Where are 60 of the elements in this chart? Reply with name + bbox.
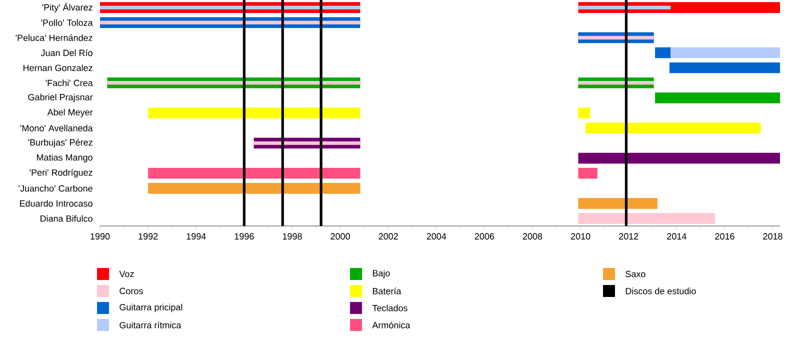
bar bbox=[100, 6, 360, 10]
legend-label: Teclados bbox=[372, 304, 408, 312]
y-tick-label: 'Juancho' Carbone bbox=[18, 185, 92, 192]
y-tick-label: 'Peluca' Hernández bbox=[16, 34, 92, 42]
y-tick-label: 'Fachi' Crea bbox=[46, 80, 93, 86]
legend-label: Discos de estudio bbox=[626, 288, 696, 294]
legend-label: Guitarra pricipal bbox=[120, 304, 182, 312]
x-tick-label: 2006 bbox=[474, 233, 494, 240]
y-tick-label: 'Burbujas' Pérez bbox=[28, 138, 92, 148]
y-tick-label: 'Pollo' Toloza bbox=[41, 19, 93, 26]
y-tick-label: Gabriel Prajsnar bbox=[28, 94, 93, 102]
bar bbox=[100, 20, 360, 24]
x-tick-label: 2004 bbox=[426, 233, 446, 240]
bar bbox=[578, 81, 654, 85]
x-tick-label: 2012 bbox=[619, 233, 638, 240]
x-tick-label: 1990 bbox=[90, 233, 110, 240]
x-tick-label: 2014 bbox=[667, 233, 686, 240]
bar bbox=[578, 36, 654, 40]
y-tick-label: 'Mono' Avellaneda bbox=[20, 124, 93, 132]
y-tick-label: Hernan Gonzalez bbox=[24, 64, 92, 72]
bar bbox=[148, 168, 360, 179]
legend-label: Saxo bbox=[626, 270, 646, 278]
bar bbox=[670, 47, 780, 58]
bar bbox=[578, 108, 590, 118]
y-tick-label: Matias Mango bbox=[37, 154, 92, 162]
x-tick-label: 1998 bbox=[282, 233, 302, 240]
bar bbox=[107, 81, 360, 85]
bar bbox=[254, 141, 360, 145]
legend-label: Guitarra rítmica bbox=[120, 322, 182, 328]
bar bbox=[148, 182, 360, 194]
y-tick-label: Abel Meyer bbox=[47, 108, 93, 118]
bar bbox=[578, 152, 780, 164]
bar bbox=[578, 213, 716, 224]
bar bbox=[578, 168, 598, 179]
bar bbox=[578, 6, 671, 10]
x-tick-label: 2000 bbox=[330, 233, 350, 240]
x-tick-label: 2008 bbox=[522, 233, 542, 240]
y-tick-label: 'Peri' Rodríguez bbox=[30, 169, 92, 178]
legend-label: Armónica bbox=[372, 322, 410, 328]
x-tick-label: 1992 bbox=[138, 233, 158, 240]
bar bbox=[578, 198, 658, 209]
x-tick-label: 1996 bbox=[234, 233, 254, 240]
bar bbox=[585, 122, 761, 134]
x-tick-label: 1994 bbox=[186, 233, 206, 240]
legend-label: Bajo bbox=[372, 270, 390, 278]
y-tick-label: Eduardo Introcaso bbox=[20, 200, 92, 207]
bar bbox=[655, 92, 780, 104]
x-tick-label: 2002 bbox=[378, 233, 398, 240]
x-tick-label: 2016 bbox=[715, 233, 734, 240]
y-tick-label: Juan Del Río bbox=[40, 49, 92, 56]
bar bbox=[669, 62, 780, 74]
legend-label: Voz bbox=[119, 270, 134, 278]
bar bbox=[655, 47, 671, 58]
y-tick-label: 'Pity' Álvarez bbox=[42, 2, 92, 12]
x-tick-label: 2010 bbox=[571, 233, 590, 240]
y-tick-label: Diana Bifulco bbox=[40, 215, 92, 222]
bar bbox=[148, 108, 360, 118]
legend-label: Coros bbox=[120, 288, 143, 294]
x-tick-label: 2018 bbox=[763, 233, 782, 240]
legend-label: Batería bbox=[372, 288, 402, 294]
